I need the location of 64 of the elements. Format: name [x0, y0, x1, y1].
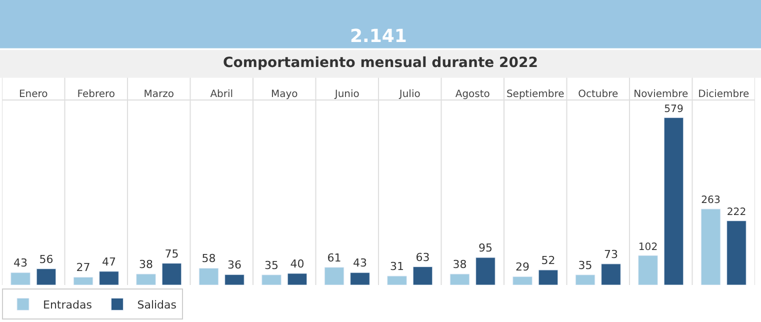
bar [136, 274, 156, 285]
bar [700, 208, 721, 285]
bar [350, 272, 370, 285]
bar [726, 220, 746, 285]
bar [538, 270, 558, 285]
bar [36, 268, 56, 285]
text: 2.141 [350, 26, 407, 47]
bar [450, 274, 470, 285]
data-label: 38 [452, 258, 467, 272]
data-label: 95 [478, 242, 492, 255]
bar [224, 274, 244, 285]
legend-label: Salidas [137, 298, 177, 312]
data-label: 27 [76, 261, 90, 274]
x-tick-label: Octubre [578, 89, 618, 100]
data-label: 63 [416, 250, 430, 264]
data-label: 75 [164, 247, 179, 260]
data-label: 52 [541, 254, 556, 267]
bar [601, 264, 621, 285]
data-label: 36 [227, 258, 242, 272]
data-label: 35 [264, 258, 279, 272]
bar [10, 272, 30, 285]
x-tick-label: Mayo [270, 89, 298, 100]
data-label: 56 [39, 252, 54, 266]
chart-title: Comportamiento mensual durante 2022 [223, 54, 538, 71]
bar [162, 263, 182, 285]
bar [638, 255, 658, 285]
bar [476, 257, 496, 285]
data-label: 35 [578, 258, 592, 272]
x-tick-label: Diciembre [698, 89, 750, 100]
x-tick-label: Noviembre [634, 89, 688, 100]
bar [412, 266, 433, 285]
bar [387, 276, 407, 285]
legend-label: Entradas [43, 298, 92, 312]
data-label: 222 [726, 207, 746, 218]
x-tick-label: Julio [398, 89, 420, 100]
data-label: 263 [701, 195, 720, 206]
x-tick-label: Abril [210, 89, 234, 100]
data-label: 31 [390, 260, 404, 274]
data-label: 579 [664, 104, 684, 115]
x-tick-label: Junio [334, 89, 360, 100]
bar [262, 274, 282, 285]
bar [198, 268, 219, 285]
data-label: 38 [139, 258, 154, 272]
x-tick-label: Febrero [77, 89, 116, 100]
data-label: 29 [516, 260, 530, 274]
data-label: 43 [14, 256, 28, 270]
data-label: 58 [202, 252, 216, 266]
bar [664, 117, 684, 285]
bar [99, 271, 119, 285]
data-label: 47 [102, 255, 116, 268]
x-tick-label: Marzo [144, 89, 174, 100]
data-label: 61 [327, 251, 342, 264]
data-label: 102 [638, 242, 658, 253]
bar [324, 267, 344, 285]
x-tick-label: Enero [18, 89, 48, 100]
bar [73, 276, 94, 285]
x-tick-label: Septiembre [506, 89, 564, 100]
bar [287, 273, 308, 285]
x-tick-label: Agosto [455, 89, 490, 100]
bar [512, 276, 532, 285]
data-label: 73 [604, 248, 618, 261]
bar [575, 274, 596, 285]
data-label: 40 [290, 257, 304, 270]
data-label: 43 [352, 256, 367, 270]
